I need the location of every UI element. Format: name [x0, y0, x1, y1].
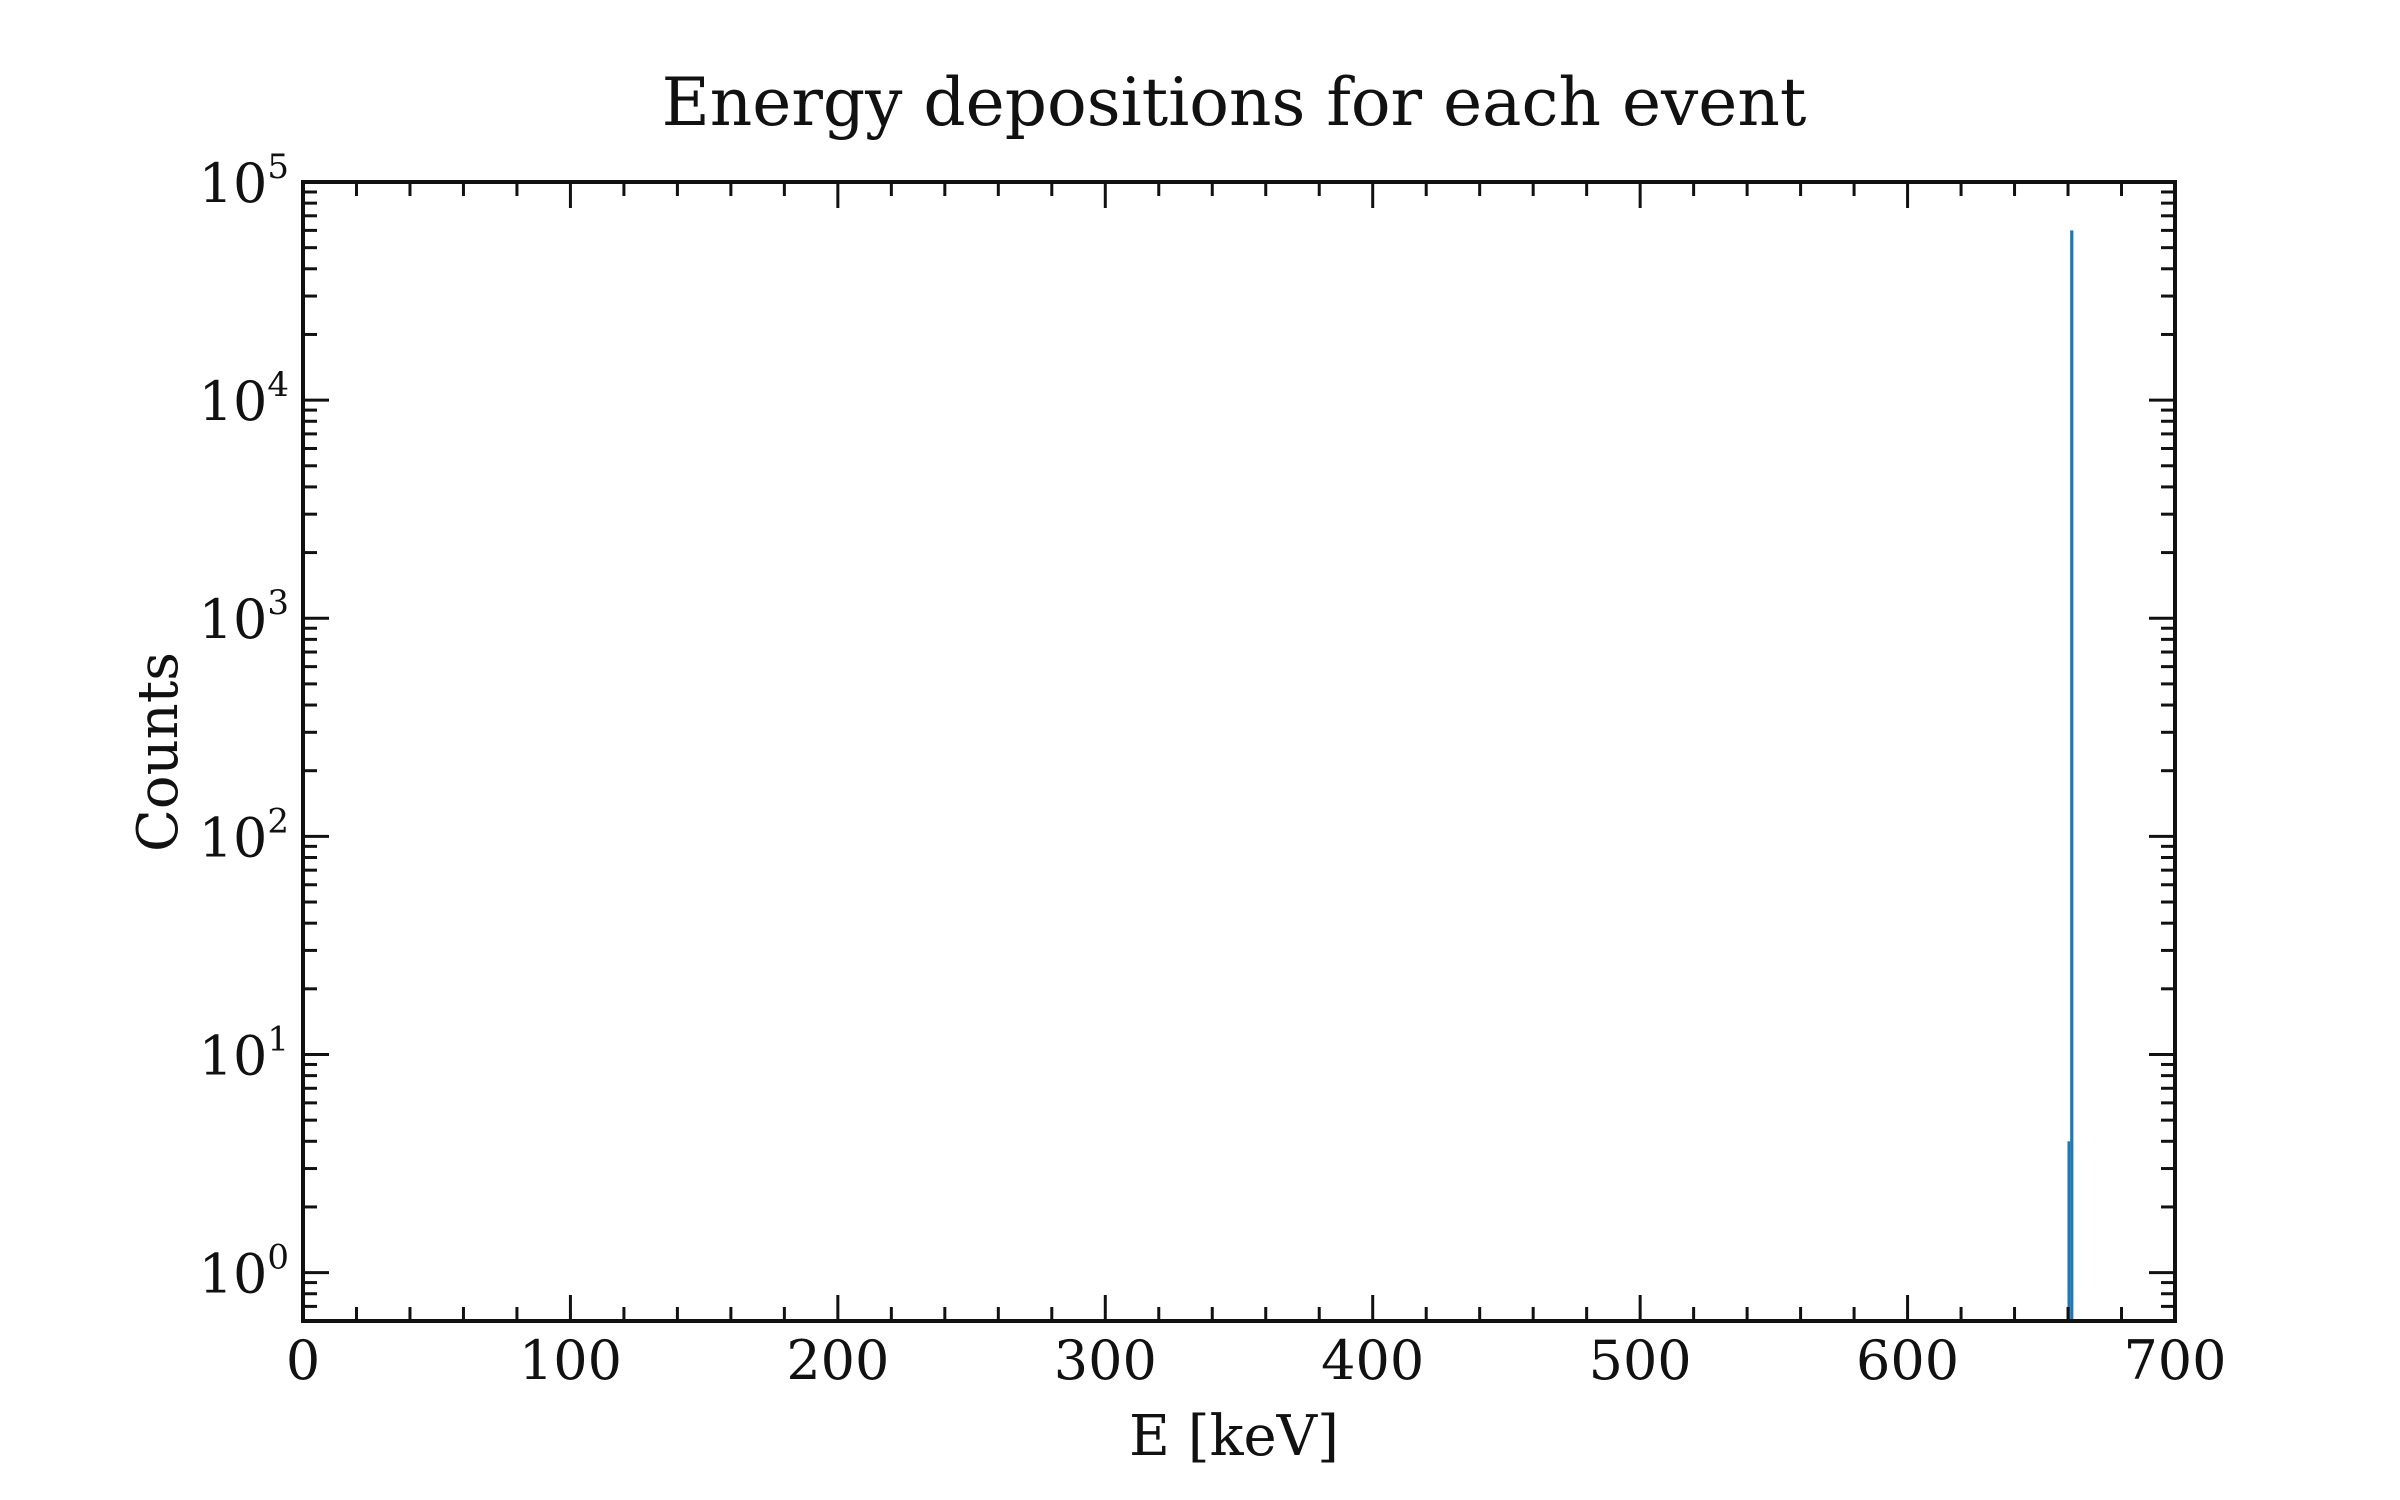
histogram-bar	[2067, 1141, 2071, 1321]
histogram-bar	[2070, 230, 2074, 1321]
x-tick-label: 300	[1054, 1329, 1157, 1392]
x-tick-label: 100	[519, 1329, 622, 1392]
y-tick-label: 100	[199, 1238, 289, 1306]
y-tick-label: 105	[199, 147, 289, 215]
y-tick-label: 101	[199, 1019, 289, 1087]
x-tick-label: 200	[786, 1329, 889, 1392]
x-axis-label: E [keV]	[1129, 1404, 1339, 1469]
x-tick-label: 0	[286, 1329, 320, 1392]
x-tick-label: 700	[2123, 1329, 2226, 1392]
axes-frame	[301, 180, 2177, 1323]
x-tick-label: 400	[1321, 1329, 1424, 1392]
chart-title: Energy depositions for each event	[662, 64, 1807, 141]
y-axis-label: Counts	[126, 652, 191, 852]
y-tick-label: 103	[199, 583, 289, 651]
x-tick-label: 500	[1589, 1329, 1692, 1392]
y-tick-label: 102	[199, 801, 289, 869]
x-tick-label: 600	[1856, 1329, 1959, 1392]
plot-area: 0 100 200 300 400 500 600 700 100 101 102 103 104 105	[199, 147, 2227, 1392]
y-tick-label: 104	[199, 365, 289, 433]
